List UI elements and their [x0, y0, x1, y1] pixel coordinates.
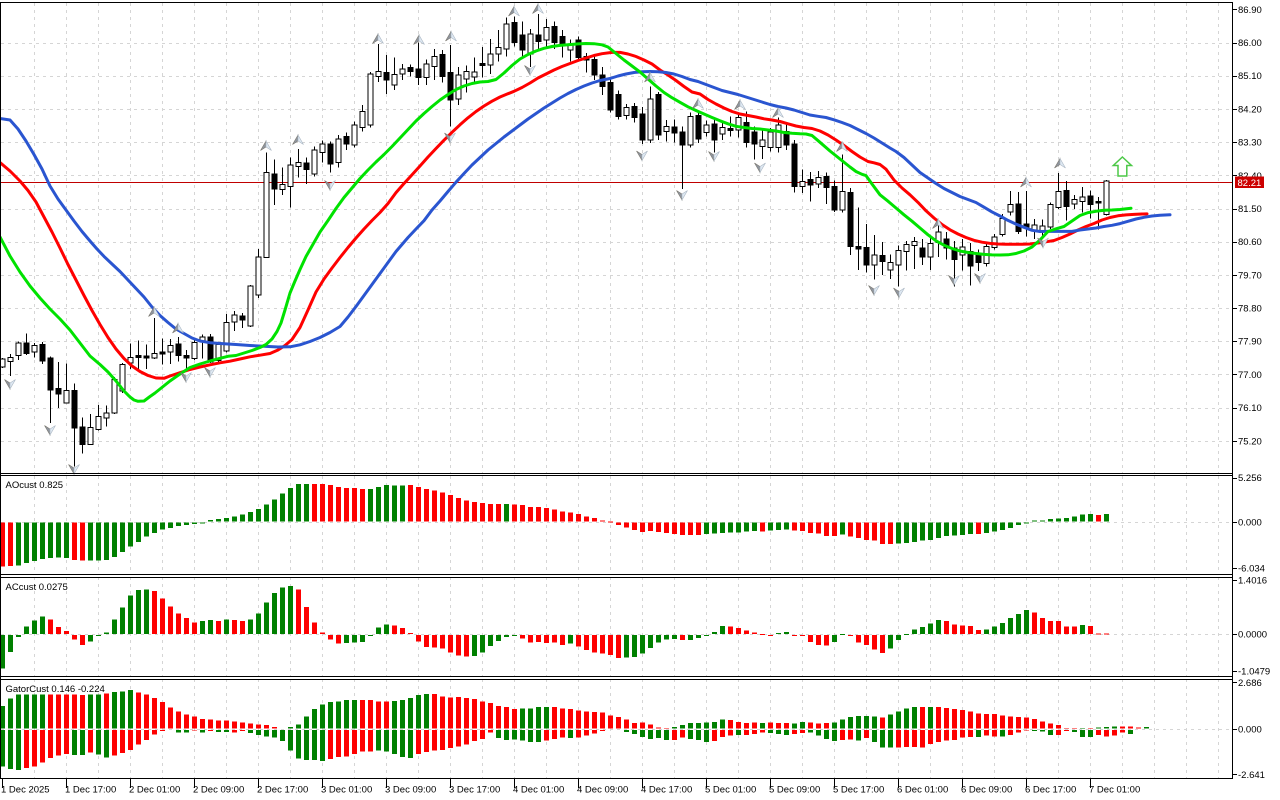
svg-text:1 Dec 17:00: 1 Dec 17:00	[65, 785, 116, 796]
svg-text:82.40: 82.40	[1238, 171, 1262, 182]
svg-text:-2.641: -2.641	[1238, 770, 1265, 781]
svg-text:0.0000: 0.0000	[1238, 630, 1267, 641]
svg-text:GatorCust 0.146 -0.224: GatorCust 0.146 -0.224	[6, 684, 105, 695]
svg-text:0.000: 0.000	[1238, 517, 1262, 528]
svg-text:5.256: 5.256	[1238, 473, 1262, 484]
svg-text:85.10: 85.10	[1238, 71, 1262, 82]
svg-text:1.4016: 1.4016	[1238, 576, 1267, 587]
svg-text:4 Dec 01:00: 4 Dec 01:00	[513, 785, 564, 796]
svg-text:78.80: 78.80	[1238, 304, 1262, 315]
svg-text:-6.034: -6.034	[1238, 564, 1265, 575]
svg-text:3 Dec 09:00: 3 Dec 09:00	[385, 785, 436, 796]
svg-text:5 Dec 01:00: 5 Dec 01:00	[705, 785, 756, 796]
svg-text:86.00: 86.00	[1238, 38, 1262, 49]
svg-text:7 Dec 01:00: 7 Dec 01:00	[1089, 785, 1140, 796]
svg-text:80.60: 80.60	[1238, 237, 1262, 248]
svg-text:2 Dec 17:00: 2 Dec 17:00	[257, 785, 308, 796]
svg-text:75.20: 75.20	[1238, 436, 1262, 447]
svg-text:-1.0479: -1.0479	[1238, 667, 1270, 678]
svg-text:6 Dec 09:00: 6 Dec 09:00	[961, 785, 1012, 796]
svg-text:3 Dec 17:00: 3 Dec 17:00	[449, 785, 500, 796]
svg-text:77.00: 77.00	[1238, 370, 1262, 381]
svg-text:79.70: 79.70	[1238, 270, 1262, 281]
svg-text:5 Dec 17:00: 5 Dec 17:00	[833, 785, 884, 796]
svg-text:77.90: 77.90	[1238, 337, 1262, 348]
svg-text:1 Dec 2025: 1 Dec 2025	[1, 785, 50, 796]
svg-text:6 Dec 17:00: 6 Dec 17:00	[1025, 785, 1076, 796]
svg-text:4 Dec 17:00: 4 Dec 17:00	[641, 785, 692, 796]
svg-text:82.21: 82.21	[1238, 178, 1262, 189]
svg-text:2 Dec 09:00: 2 Dec 09:00	[193, 785, 244, 796]
svg-text:84.20: 84.20	[1238, 104, 1262, 115]
svg-text:ACcust 0.0275: ACcust 0.0275	[6, 582, 68, 593]
svg-text:0.000: 0.000	[1238, 725, 1262, 736]
svg-text:4 Dec 09:00: 4 Dec 09:00	[577, 785, 628, 796]
svg-text:2.686: 2.686	[1238, 678, 1262, 689]
svg-text:81.50: 81.50	[1238, 204, 1262, 215]
svg-text:6 Dec 01:00: 6 Dec 01:00	[897, 785, 948, 796]
svg-text:2 Dec 01:00: 2 Dec 01:00	[129, 785, 180, 796]
svg-text:AOcust 0.825: AOcust 0.825	[6, 480, 64, 491]
svg-text:86.90: 86.90	[1238, 5, 1262, 16]
svg-text:83.30: 83.30	[1238, 138, 1262, 149]
svg-text:3 Dec 01:00: 3 Dec 01:00	[321, 785, 372, 796]
svg-text:76.10: 76.10	[1238, 403, 1262, 414]
svg-text:5 Dec 09:00: 5 Dec 09:00	[769, 785, 820, 796]
